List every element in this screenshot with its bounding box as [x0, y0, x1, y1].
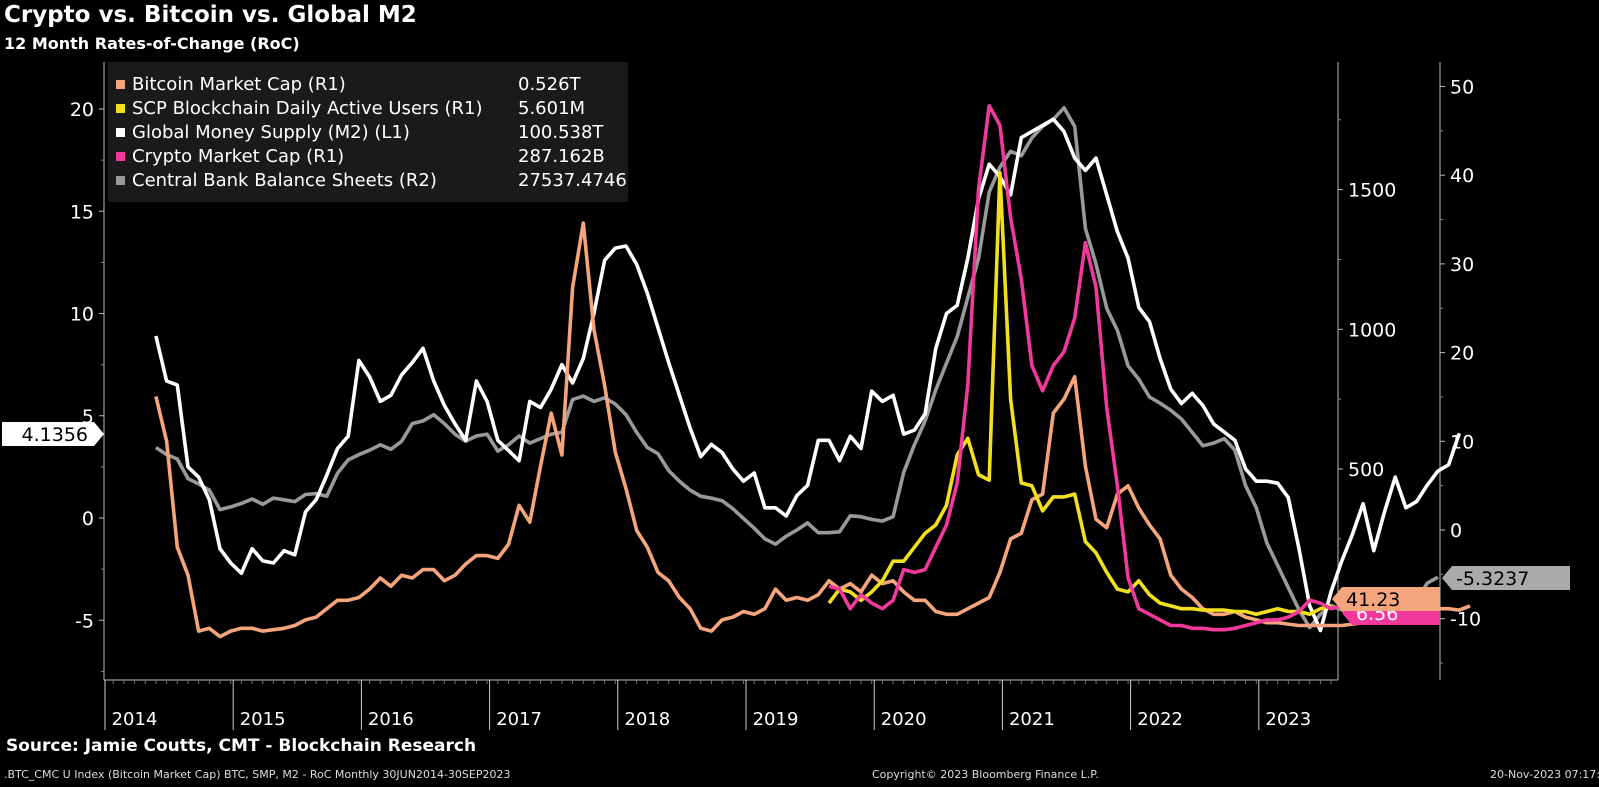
legend-label: Central Bank Balance Sheets (R2) [132, 170, 437, 191]
legend-label: Global Money Supply (M2) (L1) [132, 122, 410, 143]
x-tick-label: 2014 [112, 709, 158, 730]
legend-label: Bitcoin Market Cap (R1) [132, 74, 346, 95]
x-tick-label: 2020 [881, 709, 927, 730]
r2-tick-label: 50 [1450, 77, 1474, 99]
chart-title: Crypto vs. Bitcoin vs. Global M2 [4, 2, 417, 28]
r2-tick-label: 40 [1450, 165, 1474, 187]
series-line [827, 171, 1332, 617]
r1-value-tag: 41.23 [1332, 587, 1440, 611]
legend: Bitcoin Market Cap (R1) 0.526T SCP Block… [108, 62, 628, 202]
r2-value-tag-bg [1442, 566, 1570, 590]
left-tick-label: 10 [70, 304, 94, 326]
x-tick-label: 2019 [753, 709, 799, 730]
r1-tick-label: 1500 [1348, 180, 1396, 202]
legend-value: 27537.4746 [518, 170, 627, 191]
r2-tick-label: 30 [1450, 254, 1474, 276]
x-tick-label: 2016 [368, 709, 414, 730]
left-tick-label: 20 [70, 99, 94, 121]
legend-swatch [116, 176, 125, 185]
r2-tick-label: -10 [1450, 609, 1481, 631]
x-tick-label: 2022 [1137, 709, 1183, 730]
legend-swatch [116, 128, 125, 137]
left-tick-label: 0 [82, 508, 94, 530]
r1-tick-label: 1000 [1348, 319, 1396, 341]
r2-value-tag-text: -5.3237 [1456, 568, 1529, 590]
x-tick-label: 2018 [624, 709, 670, 730]
left-value-tag-bg [2, 422, 104, 446]
r1-tick-label: 500 [1348, 459, 1384, 481]
x-tick-label: 2021 [1009, 709, 1055, 730]
copyright: Copyright© 2023 Bloomberg Finance L.P. [872, 768, 1099, 781]
chart-subtitle: 12 Month Rates-of-Change (RoC) [4, 34, 300, 53]
r1-value-tag-text: 41.23 [1346, 589, 1400, 611]
legend-value: 100.538T [518, 122, 604, 143]
r2-tick-label: 0 [1450, 520, 1462, 542]
x-tick-label: 2023 [1265, 709, 1311, 730]
r2-tick-label: 20 [1450, 343, 1474, 365]
legend-swatch [116, 80, 125, 89]
source-note: Source: Jamie Coutts, CMT - Blockchain R… [6, 736, 477, 756]
legend-value: 0.526T [518, 74, 581, 95]
legend-swatch [116, 104, 125, 113]
legend-label: Crypto Market Cap (R1) [132, 146, 345, 167]
legend-label: SCP Blockchain Daily Active Users (R1) [132, 98, 483, 119]
legend-value: 287.162B [518, 146, 605, 167]
left-tick-label: 15 [70, 201, 94, 223]
left-value-tag-text: 4.1356 [22, 424, 88, 446]
x-tick-label: 2017 [496, 709, 542, 730]
legend-swatch [116, 152, 125, 161]
series-line [154, 117, 1462, 633]
index-line: .BTC_CMC U Index (Bitcoin Market Cap) BT… [4, 768, 511, 781]
r2-value-tag: -5.3237 [1442, 566, 1570, 590]
legend-value: 5.601M [518, 98, 586, 119]
series-line [154, 106, 1439, 630]
left-value-tag: 4.1356 [2, 422, 104, 446]
series-line [154, 221, 1471, 639]
series-line [828, 104, 1343, 632]
r1-value-tag-bg [1332, 587, 1440, 611]
timestamp: 20-Nov-2023 07:17:55 [1490, 768, 1599, 781]
x-tick-label: 2015 [240, 709, 286, 730]
left-tick-label: -5 [75, 610, 94, 632]
